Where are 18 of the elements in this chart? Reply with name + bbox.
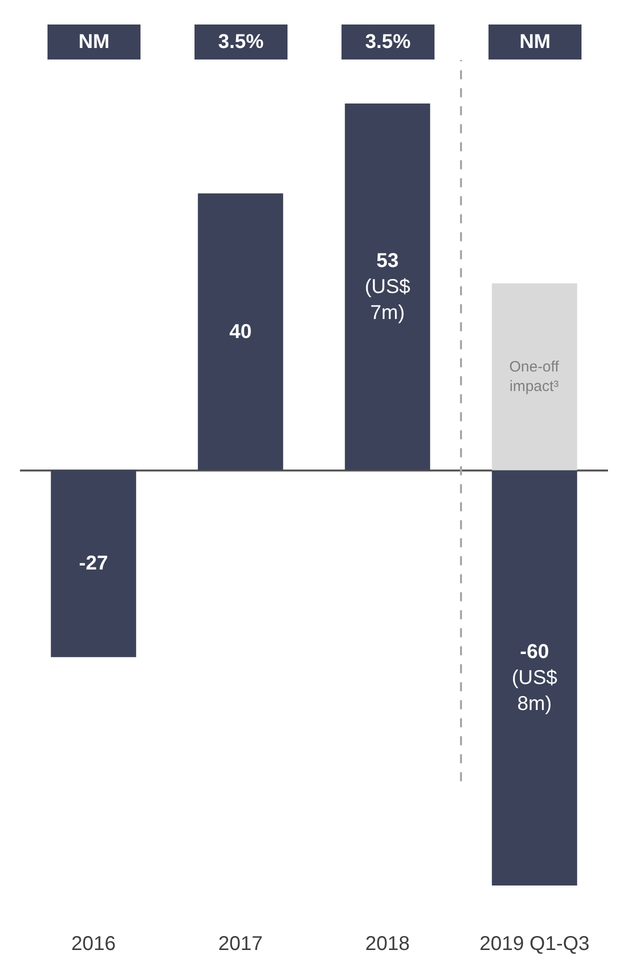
text: 3.5% xyxy=(365,31,411,53)
x-tick-label: 2018 xyxy=(365,933,410,955)
x-tick-label: 2016 xyxy=(71,933,116,955)
bar xyxy=(344,103,430,470)
text: NM xyxy=(519,31,551,53)
x-tick-label: 2019 Q1-Q3 xyxy=(479,933,590,955)
data-label: One-off impact³ xyxy=(509,358,560,396)
data-label: -27 xyxy=(79,552,108,575)
data-label: 53 (US$ 7m) xyxy=(364,250,410,324)
text: NM xyxy=(78,31,110,53)
data-label: 40 xyxy=(229,320,252,343)
bar xyxy=(492,283,578,470)
bar xyxy=(492,470,578,886)
x-tick-label: 2017 xyxy=(218,933,263,955)
bar xyxy=(198,193,284,470)
data-label: -60 (US$ 8m) xyxy=(512,640,558,715)
text: 3.5% xyxy=(218,31,264,53)
bar xyxy=(50,470,136,658)
